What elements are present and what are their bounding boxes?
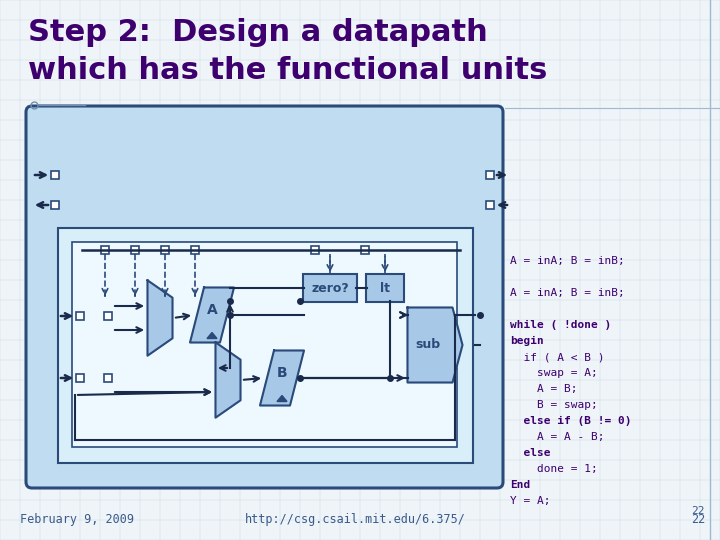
Text: which has the functional units: which has the functional units	[28, 56, 547, 85]
Text: 22: 22	[691, 506, 705, 516]
Bar	[486, 171, 494, 179]
Text: else if (B != 0): else if (B != 0)	[510, 416, 631, 426]
Polygon shape	[408, 307, 462, 382]
Polygon shape	[148, 280, 173, 356]
Text: sub: sub	[415, 339, 441, 352]
Text: A: A	[207, 303, 217, 317]
Text: 22: 22	[690, 513, 705, 526]
Polygon shape	[190, 287, 234, 342]
Text: A = A - B;: A = A - B;	[510, 432, 605, 442]
Text: else: else	[510, 448, 551, 458]
Polygon shape	[207, 333, 217, 339]
Bar	[191, 246, 199, 254]
Polygon shape	[215, 342, 240, 418]
Text: Y = A;: Y = A;	[510, 496, 551, 506]
Text: A = B;: A = B;	[510, 384, 577, 394]
Text: http://csg.csail.mit.edu/6.375/: http://csg.csail.mit.edu/6.375/	[245, 513, 465, 526]
Bar	[131, 246, 139, 254]
Text: February 9, 2009: February 9, 2009	[20, 513, 134, 526]
FancyBboxPatch shape	[58, 228, 473, 463]
Bar	[104, 312, 112, 320]
Bar	[51, 171, 59, 179]
Text: while ( !done ): while ( !done )	[510, 320, 611, 330]
Bar	[76, 374, 84, 382]
FancyBboxPatch shape	[303, 274, 357, 302]
Bar	[104, 374, 112, 382]
FancyBboxPatch shape	[26, 106, 503, 488]
Bar	[76, 312, 84, 320]
Polygon shape	[277, 395, 287, 402]
Bar	[486, 201, 494, 209]
Text: swap = A;: swap = A;	[510, 368, 598, 378]
Text: A = inA; B = inB;: A = inA; B = inB;	[510, 256, 625, 266]
Text: lt: lt	[380, 281, 390, 294]
Bar	[311, 246, 319, 254]
Bar	[101, 246, 109, 254]
Text: if ( A < B ): if ( A < B )	[510, 352, 605, 362]
FancyBboxPatch shape	[72, 242, 457, 447]
Bar	[161, 246, 169, 254]
Bar	[51, 201, 59, 209]
Text: Step 2:  Design a datapath: Step 2: Design a datapath	[28, 18, 487, 47]
Text: zero?: zero?	[311, 281, 349, 294]
Text: B = swap;: B = swap;	[510, 400, 598, 410]
Polygon shape	[260, 350, 304, 406]
FancyBboxPatch shape	[366, 274, 404, 302]
Bar	[361, 246, 369, 254]
Text: A = inA; B = inB;: A = inA; B = inB;	[510, 288, 625, 298]
Text: begin: begin	[510, 336, 544, 346]
Text: End: End	[510, 480, 530, 490]
Text: B: B	[276, 366, 287, 380]
Text: done = 1;: done = 1;	[510, 464, 598, 474]
